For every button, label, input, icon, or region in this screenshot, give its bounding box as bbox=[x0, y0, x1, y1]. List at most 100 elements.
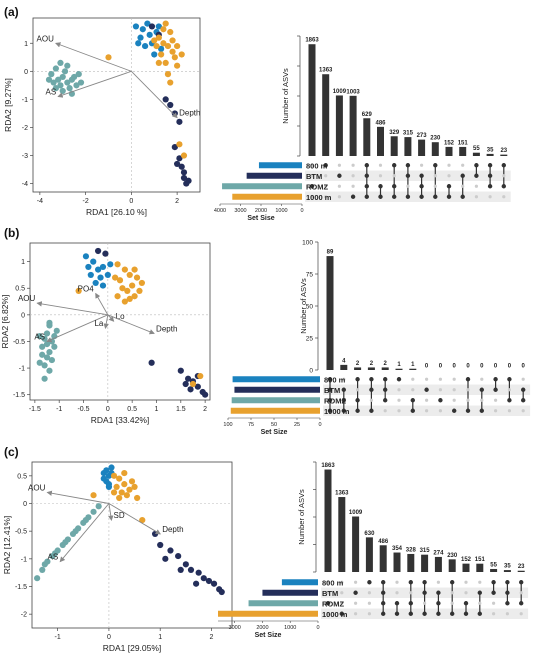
upset-matrix-dot-active bbox=[350, 194, 356, 199]
set-size-tick-label: 0 bbox=[300, 208, 303, 214]
rda-point-m800 bbox=[99, 263, 107, 271]
upset-y-axis-label: Number of ASVs bbox=[281, 68, 290, 124]
rda-point-m800 bbox=[99, 282, 107, 289]
upset-bar-label: 151 bbox=[458, 140, 469, 146]
upset-matrix-dot-active bbox=[487, 184, 493, 189]
rda-point-m1000 bbox=[114, 293, 121, 300]
upset-bar-label: 152 bbox=[461, 557, 472, 563]
rda-point-btm bbox=[157, 541, 164, 549]
upset-matrix-dot-active bbox=[364, 184, 369, 189]
upset-bar bbox=[349, 95, 357, 156]
upset-matrix-dot-active bbox=[487, 163, 493, 168]
upset-bar-label: 1363 bbox=[335, 491, 349, 497]
rda-point-romz bbox=[52, 85, 59, 92]
upset-matrix-dot-inactive bbox=[397, 388, 401, 392]
rda-point-romz bbox=[51, 343, 58, 350]
rda-point-m800 bbox=[107, 261, 114, 268]
rda-point-romz bbox=[52, 65, 59, 72]
x-axis-label: RDA1 [26.10 %] bbox=[86, 207, 147, 217]
upset-matrix-dot-active bbox=[355, 377, 360, 382]
rda-point-romz bbox=[53, 327, 60, 334]
rda-vector-arrow bbox=[107, 314, 155, 335]
rda-point-romz bbox=[43, 354, 51, 361]
upset-bar-label: 2 bbox=[356, 361, 360, 367]
rda-point-romz bbox=[61, 68, 69, 75]
upset-matrix-dot-active bbox=[381, 590, 386, 595]
upset-bar bbox=[459, 146, 467, 156]
upset-bar bbox=[335, 95, 343, 156]
rda-point-m1000 bbox=[139, 517, 146, 524]
set-size-tick-label: 1000 bbox=[275, 208, 287, 214]
rda-plot: -4 -2 0 2 1 0 -1 -2 -3 -4 RDA1 [26.10 %] RDA2 [9.27… bbox=[3, 17, 200, 217]
rda-point-btm bbox=[180, 174, 188, 182]
y-tick-label: -3 bbox=[22, 153, 28, 160]
upset-matrix-dot-inactive bbox=[354, 580, 358, 584]
set-size-tick-label: 0 bbox=[318, 422, 321, 428]
upset-matrix-dot-active bbox=[433, 163, 438, 168]
upset-matrix-dot-inactive bbox=[411, 388, 415, 392]
upset-matrix-dot-active bbox=[392, 184, 397, 189]
rda-point-m1000 bbox=[176, 141, 183, 148]
upset-matrix-dot-inactive bbox=[326, 612, 330, 616]
set-size-tick-label: 4000 bbox=[214, 208, 226, 214]
rda-point-m800 bbox=[100, 469, 107, 477]
rda-point-m1000 bbox=[151, 37, 158, 44]
upset-matrix-dot-active bbox=[507, 377, 512, 382]
upset-bar bbox=[434, 556, 442, 572]
upset-bar bbox=[324, 469, 332, 572]
rda-point-m1000 bbox=[123, 492, 130, 499]
rda-point-m1000 bbox=[160, 40, 167, 47]
y-tick-label: 0.5 bbox=[17, 473, 27, 480]
rda-point-m800 bbox=[132, 23, 140, 30]
upset-bar-label: 354 bbox=[392, 546, 403, 552]
set-label: 1000 m bbox=[306, 193, 332, 202]
rda-point-m1000 bbox=[134, 494, 141, 502]
rda-point-m1000 bbox=[171, 54, 178, 61]
upset-matrix-dot-inactive bbox=[461, 163, 465, 167]
set-size-bar-m800 bbox=[232, 376, 320, 383]
rda-point-romz bbox=[41, 362, 48, 369]
upset-matrix-dot-inactive bbox=[433, 174, 437, 178]
rda-point-m1000 bbox=[158, 51, 165, 58]
set-size-bar-m1000 bbox=[232, 193, 302, 200]
upset-matrix-dot-inactive bbox=[502, 195, 506, 199]
upset-matrix-dot-active bbox=[422, 580, 427, 585]
upset-bar bbox=[308, 44, 316, 156]
upset-matrix-dot-active bbox=[493, 377, 498, 382]
rda-point-btm bbox=[102, 250, 109, 257]
upset-bar-label: 0 bbox=[522, 364, 526, 370]
upset-matrix-dot-active bbox=[383, 398, 388, 403]
upset-y-tick-label: 25 bbox=[306, 336, 314, 343]
upset-matrix-dot-active bbox=[396, 377, 402, 382]
upset-matrix-dot-active bbox=[392, 194, 397, 199]
upset-bar bbox=[340, 364, 348, 370]
upset-matrix-dot-active bbox=[381, 601, 386, 606]
rda-point-romz bbox=[51, 550, 59, 557]
upset-bar-label: 89 bbox=[327, 250, 334, 256]
x-tick-label: -4 bbox=[37, 198, 43, 205]
upset-matrix-dot-active bbox=[394, 601, 400, 606]
upset-bar bbox=[472, 152, 480, 156]
upset-matrix-dot-active bbox=[436, 611, 441, 616]
set-label: 1000 m bbox=[322, 610, 348, 619]
upset-matrix-dot-inactive bbox=[340, 591, 344, 595]
rda-point-m800 bbox=[155, 23, 162, 30]
upset-matrix-dot-active bbox=[474, 173, 479, 178]
upset-bar bbox=[409, 368, 417, 370]
upset-matrix-dot-active bbox=[392, 163, 397, 168]
rda-point-m800 bbox=[95, 266, 102, 273]
upset-bar bbox=[490, 568, 498, 572]
upset-matrix-dot-active bbox=[383, 377, 388, 382]
upset-bar-label: 2 bbox=[370, 361, 374, 367]
rda-point-romz bbox=[62, 539, 69, 546]
upset-matrix-dot-active bbox=[463, 611, 469, 616]
upset-matrix-dot-active bbox=[463, 601, 469, 606]
rda-point-m1000 bbox=[167, 28, 174, 36]
upset-matrix-dot-active bbox=[474, 163, 479, 168]
rda-point-m1000 bbox=[116, 277, 124, 284]
upset-matrix-dot-inactive bbox=[488, 195, 492, 199]
y-tick-label: -1.5 bbox=[15, 584, 27, 591]
upset-bar-label: 1863 bbox=[305, 38, 319, 44]
